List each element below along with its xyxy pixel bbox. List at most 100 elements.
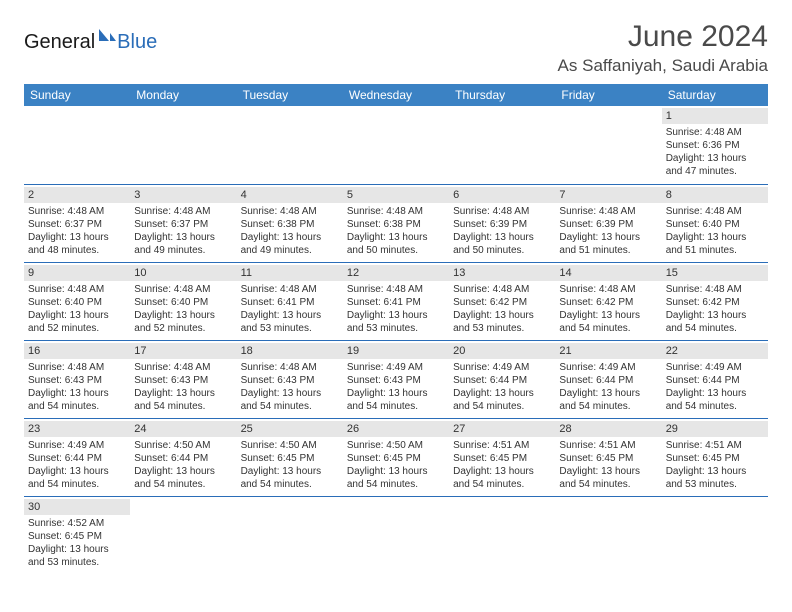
day-details: Sunrise: 4:48 AMSunset: 6:40 PMDaylight:… <box>134 283 232 335</box>
daylight-text-2: and 54 minutes. <box>453 478 551 491</box>
daylight-text-2: and 54 minutes. <box>241 400 339 413</box>
daylight-text-1: Daylight: 13 hours <box>28 309 126 322</box>
sunrise-text: Sunrise: 4:48 AM <box>241 205 339 218</box>
daylight-text-2: and 52 minutes. <box>28 322 126 335</box>
logo-text-2: Blue <box>117 31 157 54</box>
daylight-text-2: and 54 minutes. <box>347 400 445 413</box>
calendar-empty-cell <box>24 106 130 184</box>
daylight-text-1: Daylight: 13 hours <box>666 387 764 400</box>
sunset-text: Sunset: 6:44 PM <box>666 374 764 387</box>
sunset-text: Sunset: 6:43 PM <box>28 374 126 387</box>
day-details: Sunrise: 4:49 AMSunset: 6:44 PMDaylight:… <box>666 361 764 413</box>
daylight-text-2: and 54 minutes. <box>28 478 126 491</box>
sunrise-text: Sunrise: 4:49 AM <box>559 361 657 374</box>
sunrise-text: Sunrise: 4:49 AM <box>666 361 764 374</box>
sunrise-text: Sunrise: 4:50 AM <box>134 439 232 452</box>
sunset-text: Sunset: 6:44 PM <box>453 374 551 387</box>
sunset-text: Sunset: 6:43 PM <box>241 374 339 387</box>
calendar-day-cell: 23Sunrise: 4:49 AMSunset: 6:44 PMDayligh… <box>24 418 130 496</box>
month-title: June 2024 <box>558 20 768 54</box>
sunset-text: Sunset: 6:40 PM <box>666 218 764 231</box>
daylight-text-1: Daylight: 13 hours <box>666 231 764 244</box>
calendar-day-cell: 22 Sunrise: 4:49 AMSunset: 6:44 PMDayligh… <box>662 340 768 418</box>
day-number: 19 <box>343 343 449 359</box>
daylight-text-2: and 48 minutes. <box>28 244 126 257</box>
calendar-day-cell: 13Sunrise: 4:48 AMSunset: 6:42 PMDayligh… <box>449 262 555 340</box>
daylight-text-2: and 54 minutes. <box>453 400 551 413</box>
calendar-day-cell: 1 Sunrise: 4:48 AMSunset: 6:36 PMDaylight… <box>662 106 768 184</box>
sunrise-text: Sunrise: 4:48 AM <box>453 283 551 296</box>
sunset-text: Sunset: 6:43 PM <box>347 374 445 387</box>
daylight-text-1: Daylight: 13 hours <box>134 465 232 478</box>
sunset-text: Sunset: 6:36 PM <box>666 139 764 152</box>
day-details: Sunrise: 4:50 AMSunset: 6:45 PMDaylight:… <box>241 439 339 491</box>
sunset-text: Sunset: 6:37 PM <box>134 218 232 231</box>
day-details: Sunrise: 4:48 AMSunset: 6:43 PMDaylight:… <box>241 361 339 413</box>
daylight-text-1: Daylight: 13 hours <box>453 465 551 478</box>
daylight-text-1: Daylight: 13 hours <box>241 309 339 322</box>
calendar-day-cell: 10Sunrise: 4:48 AMSunset: 6:40 PMDayligh… <box>130 262 236 340</box>
calendar-day-cell: 21 Sunrise: 4:49 AMSunset: 6:44 PMDayligh… <box>555 340 661 418</box>
calendar-week-row: 9Sunrise: 4:48 AMSunset: 6:40 PMDaylight… <box>24 262 768 340</box>
sunrise-text: Sunrise: 4:48 AM <box>666 126 764 139</box>
calendar-day-cell: 6Sunrise: 4:48 AMSunset: 6:39 PMDaylight… <box>449 184 555 262</box>
calendar-day-cell: 11Sunrise: 4:48 AMSunset: 6:41 PMDayligh… <box>237 262 343 340</box>
day-number: 21 <box>555 343 661 359</box>
calendar-empty-cell <box>130 496 236 574</box>
sunrise-text: Sunrise: 4:49 AM <box>347 361 445 374</box>
sunrise-text: Sunrise: 4:48 AM <box>241 361 339 374</box>
day-number: 30 <box>24 499 130 515</box>
day-number: 1 <box>662 108 768 124</box>
sunset-text: Sunset: 6:40 PM <box>134 296 232 309</box>
daylight-text-2: and 54 minutes. <box>134 478 232 491</box>
calendar-week-row: 16Sunrise: 4:48 AMSunset: 6:43 PMDayligh… <box>24 340 768 418</box>
calendar-empty-cell <box>237 106 343 184</box>
daylight-text-2: and 49 minutes. <box>241 244 339 257</box>
sunset-text: Sunset: 6:39 PM <box>559 218 657 231</box>
sunset-text: Sunset: 6:42 PM <box>666 296 764 309</box>
day-details: Sunrise: 4:49 AMSunset: 6:44 PMDaylight:… <box>453 361 551 413</box>
sunset-text: Sunset: 6:42 PM <box>559 296 657 309</box>
calendar-empty-cell <box>449 496 555 574</box>
sunrise-text: Sunrise: 4:49 AM <box>453 361 551 374</box>
day-number: 17 <box>130 343 236 359</box>
day-number: 14 <box>555 265 661 281</box>
page-header: General Blue June 2024 As Saffaniyah, Sa… <box>24 20 768 76</box>
day-details: Sunrise: 4:48 AMSunset: 6:43 PMDaylight:… <box>28 361 126 413</box>
weekday-header: Monday <box>130 84 236 106</box>
calendar-day-cell: 7Sunrise: 4:48 AMSunset: 6:39 PMDaylight… <box>555 184 661 262</box>
logo: General Blue <box>24 26 157 59</box>
day-number: 27 <box>449 421 555 437</box>
calendar-day-cell: 9Sunrise: 4:48 AMSunset: 6:40 PMDaylight… <box>24 262 130 340</box>
daylight-text-2: and 54 minutes. <box>28 400 126 413</box>
daylight-text-1: Daylight: 13 hours <box>666 152 764 165</box>
sunrise-text: Sunrise: 4:50 AM <box>241 439 339 452</box>
day-details: Sunrise: 4:48 AMSunset: 6:40 PMDaylight:… <box>28 283 126 335</box>
day-number: 22 <box>662 343 768 359</box>
day-number: 26 <box>343 421 449 437</box>
sunset-text: Sunset: 6:45 PM <box>559 452 657 465</box>
day-details: Sunrise: 4:48 AMSunset: 6:42 PMDaylight:… <box>559 283 657 335</box>
sunset-text: Sunset: 6:43 PM <box>134 374 232 387</box>
calendar-day-cell: 28Sunrise: 4:51 AMSunset: 6:45 PMDayligh… <box>555 418 661 496</box>
calendar-empty-cell <box>555 496 661 574</box>
day-number: 12 <box>343 265 449 281</box>
sunrise-text: Sunrise: 4:48 AM <box>241 283 339 296</box>
calendar-empty-cell <box>449 106 555 184</box>
daylight-text-1: Daylight: 13 hours <box>28 231 126 244</box>
calendar-week-row: 1 Sunrise: 4:48 AMSunset: 6:36 PMDaylight… <box>24 106 768 184</box>
sunset-text: Sunset: 6:42 PM <box>453 296 551 309</box>
daylight-text-1: Daylight: 13 hours <box>134 309 232 322</box>
day-details: Sunrise: 4:49 AMSunset: 6:44 PMDaylight:… <box>559 361 657 413</box>
calendar-day-cell: 19 Sunrise: 4:49 AMSunset: 6:43 PMDayligh… <box>343 340 449 418</box>
sunrise-text: Sunrise: 4:48 AM <box>559 205 657 218</box>
calendar-day-cell: 25Sunrise: 4:50 AMSunset: 6:45 PMDayligh… <box>237 418 343 496</box>
daylight-text-2: and 54 minutes. <box>559 478 657 491</box>
title-block: June 2024 As Saffaniyah, Saudi Arabia <box>558 20 768 76</box>
sunset-text: Sunset: 6:44 PM <box>134 452 232 465</box>
daylight-text-2: and 52 minutes. <box>134 322 232 335</box>
daylight-text-1: Daylight: 13 hours <box>347 387 445 400</box>
daylight-text-1: Daylight: 13 hours <box>666 309 764 322</box>
day-details: Sunrise: 4:48 AMSunset: 6:37 PMDaylight:… <box>28 205 126 257</box>
daylight-text-2: and 53 minutes. <box>666 478 764 491</box>
